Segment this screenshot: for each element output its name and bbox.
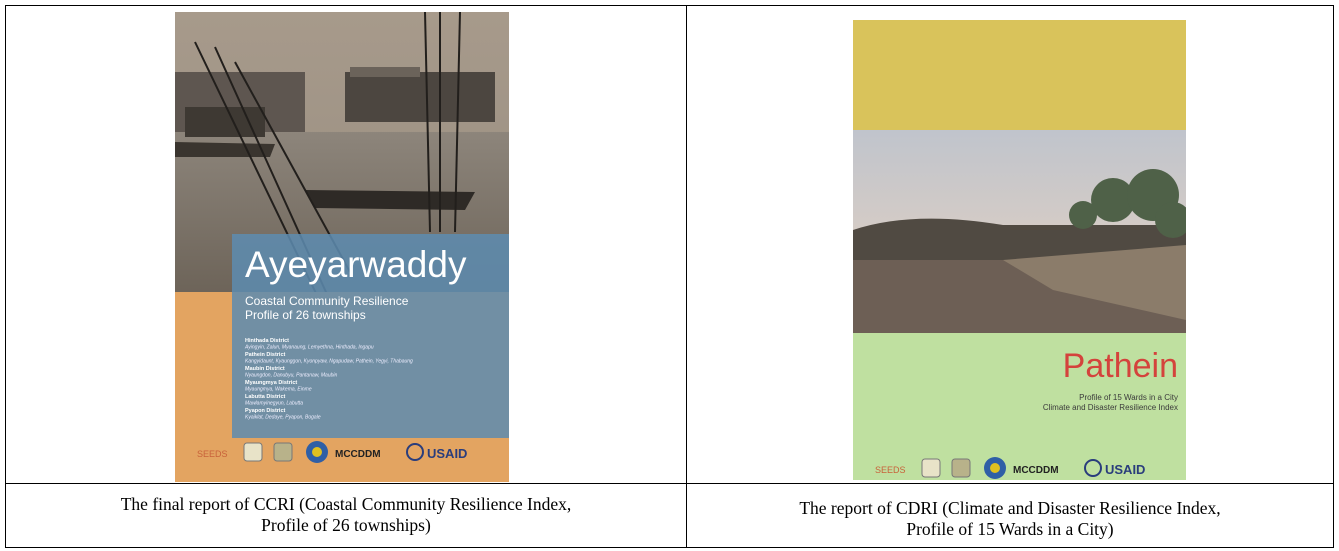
emblem [921,458,941,478]
caption-line: Profile of 15 Wards in a City) [906,519,1114,539]
district-name: Maubin District [245,366,285,372]
district-townships: Mawlamyinegyun, Labutta [245,401,303,407]
district-townships: Kangyidaunt, Kyaunggon, Kyonpyaw, Ngapud… [245,359,413,365]
district-name: Hinthada District [245,338,289,344]
district-name: Pathein District [245,352,286,358]
table-cell: Ayeyarwaddy Coastal Community Resilience… [6,6,687,547]
emblem [243,442,263,462]
district-name: Labutta District [245,394,286,400]
emblem [273,442,293,462]
logo: SEEDS [197,449,228,459]
cover-ccri: Ayeyarwaddy Coastal Community Resilience… [175,12,509,482]
cover-cdri: Pathein Profile of 15 Wards in a CityCli… [853,20,1186,480]
logo: MCCDDM [1013,465,1059,476]
document: Ayeyarwaddy Coastal Community Resilience… [5,5,1334,548]
emblem [1084,459,1102,477]
caption-line: The final report of CCRI (Coastal Commun… [120,494,572,514]
cover-title: Pathein [1063,347,1178,385]
district-name: Pyapon District [245,408,286,414]
district-townships: Kyaiklat, Dedaye, Pyapon, Bogale [245,415,321,421]
caption-line: Profile of 26 townships) [261,515,431,535]
emblem [312,447,322,457]
logo: USAID [427,446,467,461]
cover-subtitle: Coastal Community Resilience [245,294,409,308]
emblem [990,463,1000,473]
caption: The final report of CCRI (Coastal Commun… [6,483,686,547]
emblem [406,443,424,461]
logo: SEEDS [875,465,906,475]
caption: The report of CDRI (Climate and Disaster… [687,483,1333,547]
district-townships: Myaungmya, Wakema, Einme [245,387,312,393]
emblem [951,458,971,478]
district-name: Myaungmya District [245,380,297,386]
logo: MCCDDM [335,449,381,460]
cover-title: Ayeyarwaddy [245,244,467,285]
cover-subtitle: Profile of 26 townships [245,308,366,322]
table-cell: Pathein Profile of 15 Wards in a City Cli… [687,6,1333,547]
caption-line: The report of CDRI (Climate and Disaster… [799,498,1221,518]
cover-subtitle: Climate and Disaster Resilience Index [1043,403,1178,412]
district-townships: Ayingyin, Zalun, Myanaung, Lemyethna, Hi… [244,345,374,351]
cover-subtitle: Profile of 15 Wards in a City [1079,393,1178,402]
logo: USAID [1105,462,1145,477]
district-townships: Nyaungdon, Danubyu, Pantanaw, Maubin [245,373,338,379]
